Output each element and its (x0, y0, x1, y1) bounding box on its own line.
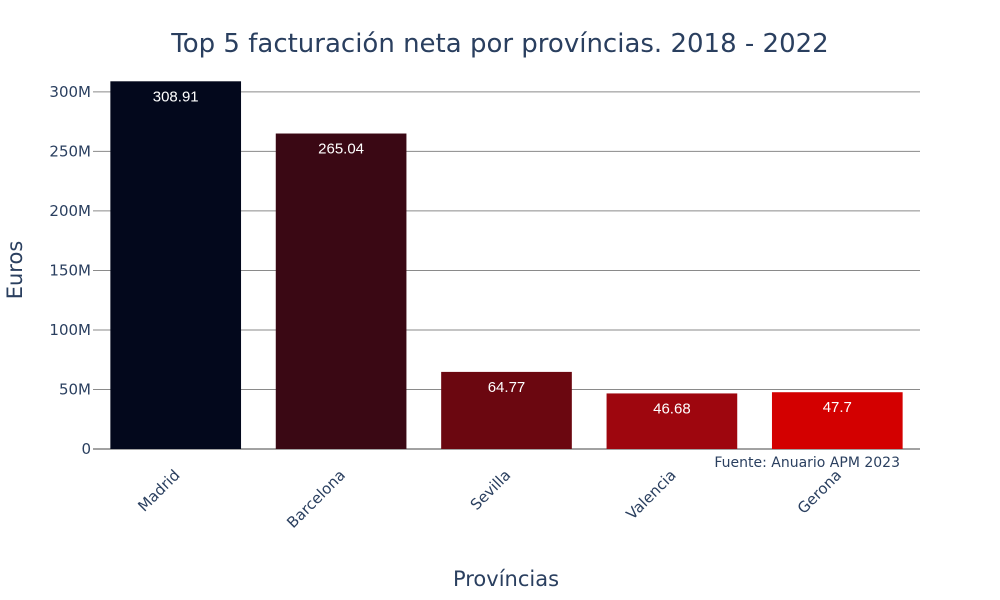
bar-madrid (110, 81, 242, 449)
bar-valencia (606, 393, 738, 449)
bar-value-label: 46.68 (653, 400, 691, 417)
y-axis-title: Euros (3, 241, 27, 300)
x-tick-label: Barcelona (283, 466, 349, 532)
source-annotation: Fuente: Anuario APM 2023 (714, 455, 900, 471)
y-tick-label: 250M (49, 142, 91, 160)
bar-value-label: 64.77 (488, 379, 526, 396)
chart-title: Top 5 facturación neta por províncias. 2… (170, 29, 828, 59)
x-tick-label: Valencia (623, 466, 680, 523)
y-tick-label: 100M (49, 321, 91, 339)
y-axis-ticks: 0 50M 100M 150M 200M 250M 300M (49, 83, 91, 458)
y-tick-label: 150M (49, 261, 91, 279)
y-tick-label: 0 (81, 440, 91, 458)
x-axis-title: Províncias (453, 567, 559, 591)
y-tick-label: 50M (59, 380, 91, 398)
bar-barcelona (275, 133, 407, 449)
bar-value-labels: 308.91 265.04 64.77 46.68 47.7 (153, 88, 852, 417)
bars (110, 81, 903, 449)
x-axis-ticks: Madrid Barcelona Sevilla Valencia Gerona (134, 466, 845, 532)
y-tick-label: 300M (49, 83, 91, 101)
x-tick-label: Madrid (134, 466, 183, 515)
bar-value-label: 265.04 (318, 141, 364, 158)
y-tick-label: 200M (49, 202, 91, 220)
x-tick-label: Sevilla (467, 466, 515, 514)
bar-sevilla (441, 371, 572, 449)
bar-gerona (771, 392, 903, 449)
bar-value-label: 308.91 (153, 88, 199, 105)
bar-value-label: 47.7 (823, 399, 852, 416)
x-tick-label: Gerona (794, 466, 845, 517)
